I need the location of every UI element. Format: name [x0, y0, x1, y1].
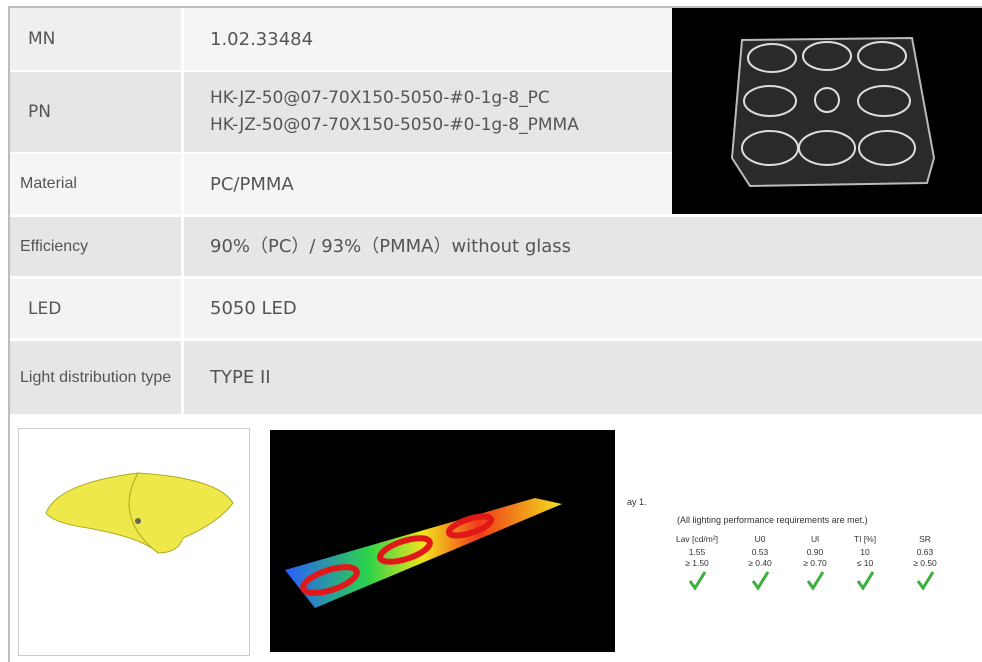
- compliance-note: (All lighting performance requirements a…: [677, 515, 868, 525]
- row-label: PN: [10, 72, 181, 152]
- row-label: LED: [10, 279, 181, 338]
- row-label: Material: [10, 154, 181, 214]
- compliance-cell: ≥ 0.50: [913, 558, 937, 568]
- check-mark: [806, 571, 825, 591]
- label-text: PN: [28, 102, 51, 122]
- row-value: PC/PMMA: [184, 154, 672, 214]
- compliance-cell: ≥ 1.50: [685, 558, 709, 568]
- polar-diagram: [18, 428, 250, 656]
- compliance-cell: ≤ 10: [857, 558, 874, 568]
- row-value: 1.02.33484: [184, 8, 672, 70]
- compliance-cell: 10: [860, 547, 870, 557]
- label-text: Material: [20, 175, 77, 192]
- compliance-header: U0: [755, 534, 766, 544]
- value-text: 5050 LED: [210, 298, 297, 319]
- row-value: 5050 LED: [184, 279, 982, 338]
- value-text: PC/PMMA: [210, 173, 294, 195]
- row-label: Efficiency: [10, 217, 181, 276]
- label-text: Efficiency: [20, 237, 89, 255]
- value-text: 90%（PC）/ 93%（PMMA）without glass: [210, 236, 572, 257]
- compliance-heading: ay 1.: [627, 497, 647, 507]
- check-mark: [916, 571, 935, 591]
- compliance-cell: 1.55: [689, 547, 706, 557]
- compliance-header: TI [%]: [854, 534, 876, 544]
- compliance-cell: ≥ 0.40: [748, 558, 772, 568]
- row-value: HK-JZ-50@07-70X150-5050-#0-1g-8_PC HK-JZ-…: [184, 72, 672, 152]
- compliance-cell: 0.63: [917, 547, 934, 557]
- lens-photo: [672, 8, 982, 214]
- compliance-table: ay 1. (All lighting performance requireme…: [627, 497, 937, 591]
- value-text: TYPE II: [210, 367, 271, 388]
- compliance-cell: 0.53: [752, 547, 769, 557]
- check-mark: [751, 571, 770, 591]
- illuminance-render: [270, 430, 615, 652]
- label-text: MN: [28, 29, 56, 49]
- label-text: Light distribution type: [20, 368, 172, 386]
- frame: [8, 6, 982, 662]
- compliance-header: Ul: [811, 534, 819, 544]
- compliance-cell: ≥ 0.70: [803, 558, 827, 568]
- label-text: LED: [28, 298, 62, 319]
- compliance-cell: 0.90: [807, 547, 824, 557]
- row-value: TYPE II: [184, 341, 982, 414]
- row-value: 90%（PC）/ 93%（PMMA）without glass: [184, 217, 982, 276]
- value-text: HK-JZ-50@07-70X150-5050-#0-1g-8_PC: [210, 88, 550, 108]
- value-text: 1.02.33484: [210, 28, 314, 50]
- row-label: Light distribution type: [10, 341, 181, 414]
- check-mark: [688, 571, 707, 591]
- check-mark: [856, 571, 875, 591]
- compliance-header: SR: [919, 534, 931, 544]
- row-label: MN: [10, 8, 181, 70]
- compliance-header: Lav [cd/m²]: [676, 534, 718, 544]
- value-text: HK-JZ-50@07-70X150-5050-#0-1g-8_PMMA: [210, 115, 579, 135]
